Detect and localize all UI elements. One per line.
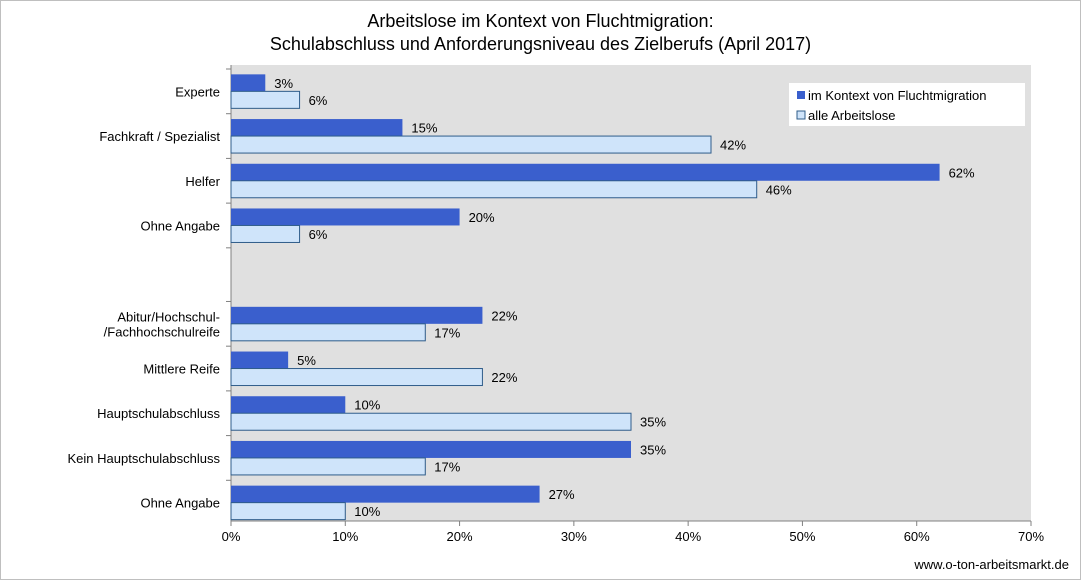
y-tick-label: Fachkraft / Spezialist <box>99 129 220 144</box>
data-label: 5% <box>297 353 316 368</box>
legend-entry: im Kontext von Fluchtmigration <box>808 88 986 103</box>
chart-title-block: Arbeitslose im Kontext von Fluchtmigrati… <box>0 10 1081 56</box>
y-tick-label: Experte <box>175 84 220 99</box>
bar-alle-arbeitslose <box>230 323 426 342</box>
x-tick-label: 10% <box>332 529 358 544</box>
legend-entry: alle Arbeitslose <box>808 108 895 123</box>
x-tick-label: 70% <box>1018 529 1044 544</box>
data-label: 22% <box>491 308 517 323</box>
x-tick-label: 40% <box>675 529 701 544</box>
bar-fluchtmigration <box>231 440 631 458</box>
data-label: 27% <box>549 487 575 502</box>
bar-alle-arbeitslose <box>230 412 632 431</box>
bar-alle-arbeitslose <box>230 368 483 387</box>
bar-fluchtmigration <box>231 74 266 92</box>
data-label: 35% <box>640 442 666 457</box>
bar-alle-arbeitslose <box>230 180 758 199</box>
data-label: 22% <box>491 370 517 385</box>
data-label: 6% <box>309 93 328 108</box>
bar-alle-arbeitslose <box>230 135 712 154</box>
bar-alle-arbeitslose <box>230 457 426 476</box>
source-credit: www.o-ton-arbeitsmarkt.de <box>914 557 1069 572</box>
bar-fluchtmigration <box>231 485 540 503</box>
data-label: 15% <box>411 121 437 136</box>
data-label: 20% <box>469 210 495 225</box>
chart-subtitle: Schulabschluss und Anforderungsniveau de… <box>269 34 812 54</box>
bar-fluchtmigration <box>231 163 940 181</box>
data-label: 6% <box>309 227 328 242</box>
x-tick-label: 50% <box>789 529 815 544</box>
legend-box <box>789 83 1025 126</box>
y-tick-label: Abitur/Hochschul-/Fachhochschulreife <box>104 309 220 339</box>
y-tick-label: Ohne Angabe <box>140 218 220 233</box>
bar-fluchtmigration <box>231 396 346 414</box>
data-label: 10% <box>354 504 380 519</box>
bar-fluchtmigration <box>231 351 289 369</box>
bar-alle-arbeitslose <box>230 90 301 109</box>
bar-fluchtmigration <box>231 306 483 324</box>
data-label: 35% <box>640 415 666 430</box>
legend-swatch <box>796 110 806 120</box>
bar-fluchtmigration <box>231 119 403 137</box>
y-tick-label: Kein Hauptschulabschluss <box>68 451 221 466</box>
bar-alle-arbeitslose <box>230 224 301 243</box>
legend-swatch <box>797 91 805 99</box>
x-tick-label: 0% <box>222 529 241 544</box>
data-label: 62% <box>949 165 975 180</box>
data-label: 46% <box>766 182 792 197</box>
data-label: 3% <box>274 76 293 91</box>
y-tick-label: Helfer <box>185 174 220 189</box>
bar-alle-arbeitslose <box>230 502 346 521</box>
y-tick-label: Mittlere Reife <box>143 362 220 377</box>
chart-title: Arbeitslose im Kontext von Fluchtmigrati… <box>367 11 714 31</box>
x-tick-label: 30% <box>561 529 587 544</box>
bar-fluchtmigration <box>231 208 460 226</box>
y-tick-label: Ohne Angabe <box>140 496 220 511</box>
data-label: 42% <box>720 138 746 153</box>
x-tick-label: 60% <box>904 529 930 544</box>
y-tick-label: Hauptschulabschluss <box>97 406 220 421</box>
data-label: 17% <box>434 325 460 340</box>
data-label: 17% <box>434 459 460 474</box>
data-label: 10% <box>354 398 380 413</box>
x-tick-label: 20% <box>447 529 473 544</box>
